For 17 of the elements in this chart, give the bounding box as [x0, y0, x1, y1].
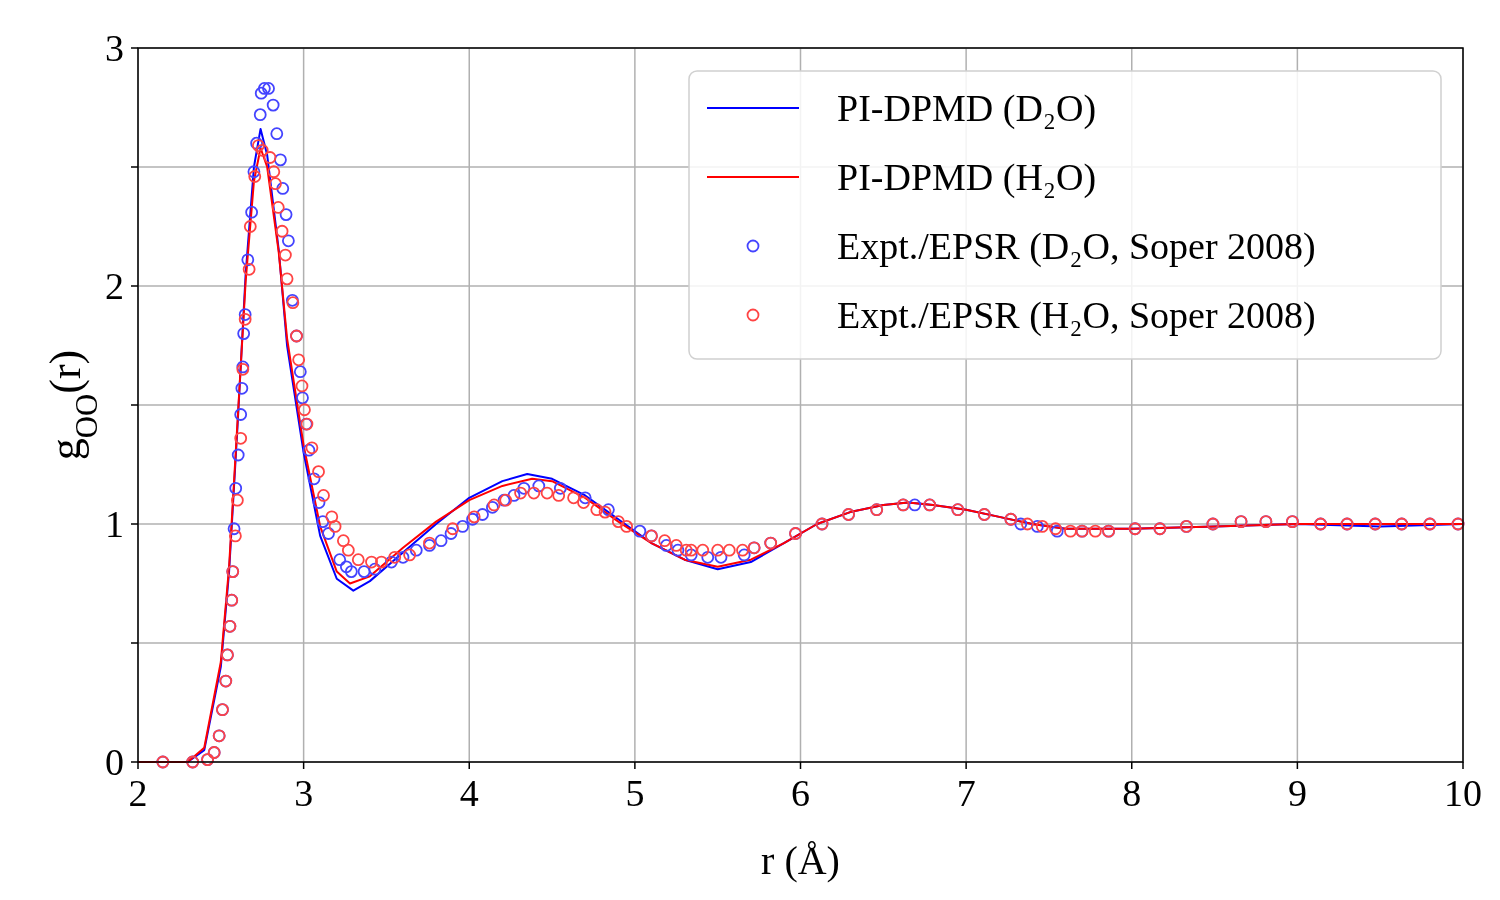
- x-tick-label: 10: [1444, 772, 1482, 814]
- y-tick-label: 0: [105, 741, 124, 783]
- x-tick-label: 5: [625, 772, 645, 814]
- y-tick-label: 3: [105, 27, 124, 69]
- legend-label: PI-DPMD (D₂O): [837, 87, 1097, 130]
- x-tick-label: 6: [791, 772, 810, 814]
- y-tick-label: 2: [105, 265, 124, 307]
- x-tick-label: 9: [1287, 772, 1307, 814]
- x-tick-label: 8: [1122, 772, 1142, 814]
- x-tick-label: 7: [956, 772, 976, 814]
- y-tick-label: 1: [105, 503, 124, 545]
- legend-label: Expt./EPSR (D₂O, Soper 2008): [837, 225, 1316, 268]
- x-axis-title: r (Å): [761, 838, 840, 883]
- legend-label: PI-DPMD (H₂O): [837, 156, 1097, 199]
- legend-label: Expt./EPSR (H₂O, Soper 2008): [837, 294, 1316, 337]
- x-tick-label: 4: [459, 772, 479, 814]
- x-tick-label: 3: [294, 772, 314, 814]
